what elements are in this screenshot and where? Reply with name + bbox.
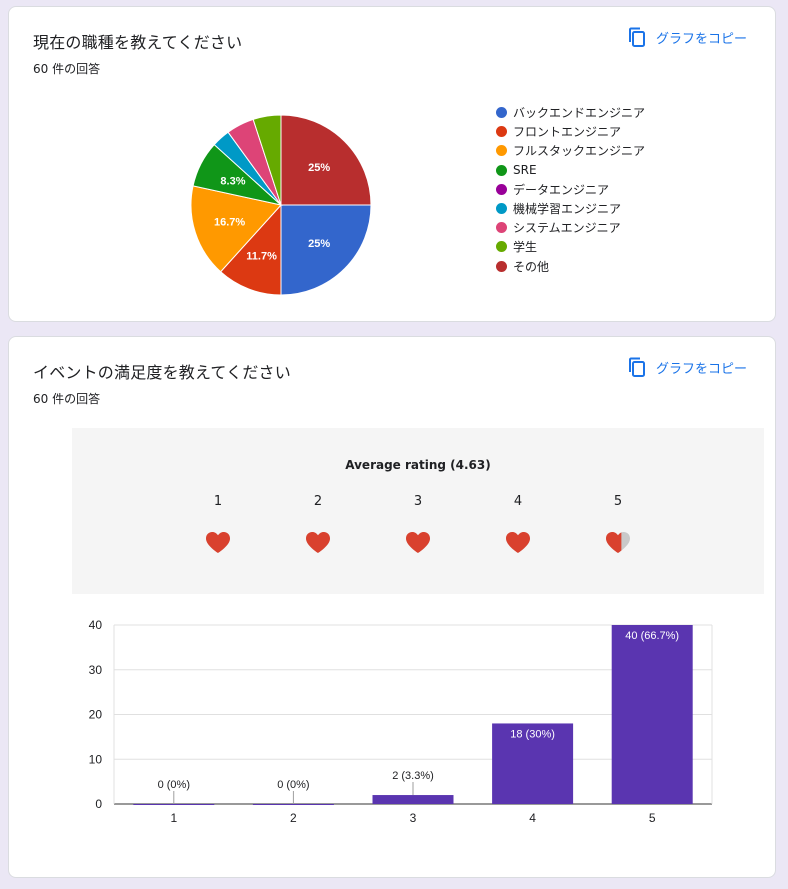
bar bbox=[372, 795, 454, 804]
rating-option: 3 bbox=[398, 494, 438, 555]
legend-item: データエンジニア bbox=[496, 180, 645, 199]
x-tick-label: 5 bbox=[649, 811, 656, 825]
legend-item: その他 bbox=[496, 257, 645, 276]
pie-data-label: 8.3% bbox=[220, 175, 245, 187]
bar-data-label: 0 (0%) bbox=[277, 779, 309, 791]
legend-swatch bbox=[496, 107, 507, 119]
rating-number: 4 bbox=[513, 494, 523, 509]
y-tick-label: 0 bbox=[95, 797, 102, 811]
legend-swatch bbox=[496, 222, 507, 234]
pie-slice bbox=[280, 114, 372, 206]
heart-icon bbox=[206, 532, 230, 553]
copy-chart-label: グラフをコピー bbox=[655, 31, 747, 47]
legend-label: システムエンジニア bbox=[513, 221, 621, 236]
bar-data-label: 18 (30%) bbox=[510, 728, 555, 740]
pie-data-label: 16.7% bbox=[214, 217, 245, 229]
heart-icon bbox=[406, 532, 430, 553]
response-count: 60 件の回答 bbox=[33, 62, 101, 76]
legend-swatch bbox=[496, 260, 507, 272]
copy-icon bbox=[628, 27, 646, 47]
y-tick-label: 10 bbox=[89, 752, 103, 766]
bar-chart: 0 10 20 30 40 1 0 (0%) 2 0 (0%) 3 2 (3.3%) 4 18 (30%… bbox=[89, 618, 713, 825]
copy-chart-label: グラフをコピー bbox=[655, 361, 747, 377]
legend-swatch bbox=[496, 145, 507, 157]
question-card-job: 現在の職種を教えてください 60 件の回答 グラフをコピー 25% 11.7% 16… bbox=[8, 6, 776, 322]
pie-slice bbox=[280, 204, 372, 296]
legend-label: フロントエンジニア bbox=[513, 125, 622, 140]
bar bbox=[133, 804, 215, 805]
legend-item: システムエンジニア bbox=[496, 218, 645, 237]
rating-option: 1 bbox=[198, 494, 238, 555]
average-rating-label: Average rating (4.63) bbox=[345, 458, 491, 472]
pie-data-label: 25% bbox=[308, 238, 330, 250]
question-card-satisfaction: イベントの満足度を教えてください 60 件の回答 グラフをコピー Average… bbox=[8, 336, 776, 878]
legend-item: バックエンドエンジニア bbox=[496, 103, 645, 122]
bar-data-label: 40 (66.7%) bbox=[625, 630, 679, 642]
bar bbox=[611, 625, 693, 804]
x-tick-label: 2 bbox=[290, 811, 297, 825]
bar-data-label: 0 (0%) bbox=[158, 779, 190, 791]
heart-icon bbox=[606, 532, 630, 553]
legend-swatch bbox=[496, 183, 507, 195]
y-tick-label: 30 bbox=[89, 663, 103, 677]
legend-item: 機械学習エンジニア bbox=[496, 199, 645, 218]
pie-slice bbox=[219, 203, 282, 296]
legend-label: フルスタックエンジニア bbox=[513, 144, 646, 159]
x-tick-label: 3 bbox=[410, 811, 417, 825]
bar bbox=[252, 804, 334, 805]
x-tick-label: 4 bbox=[529, 811, 536, 825]
legend-label: SRE bbox=[513, 163, 537, 178]
pie-data-label: 11.7% bbox=[246, 250, 277, 262]
legend-item: フロントエンジニア bbox=[496, 122, 645, 141]
legend-swatch bbox=[496, 203, 507, 215]
pie-data-label: 25% bbox=[308, 162, 330, 174]
pie-chart: 25% 11.7% 16.7% 8.3% 25% bbox=[190, 114, 372, 296]
rating-number: 3 bbox=[413, 494, 423, 509]
legend-label: バックエンドエンジニア bbox=[513, 106, 646, 121]
y-tick-label: 20 bbox=[89, 708, 103, 722]
copy-chart-button[interactable]: グラフをコピー bbox=[628, 357, 747, 377]
legend-swatch bbox=[496, 126, 507, 138]
rating-number: 2 bbox=[313, 494, 323, 509]
response-count: 60 件の回答 bbox=[33, 392, 101, 406]
bar bbox=[492, 723, 574, 804]
heart-icon bbox=[306, 532, 330, 553]
rating-option: 4 bbox=[498, 494, 538, 555]
copy-chart-button[interactable]: グラフをコピー bbox=[628, 27, 747, 47]
legend-item: 学生 bbox=[496, 237, 645, 256]
legend-swatch bbox=[496, 241, 507, 253]
question-title: 現在の職種を教えてください bbox=[33, 33, 243, 52]
legend-label: 学生 bbox=[513, 240, 538, 255]
rating-number: 5 bbox=[613, 494, 623, 509]
rating-number: 1 bbox=[213, 494, 223, 509]
legend-swatch bbox=[496, 164, 507, 176]
heart-icon bbox=[506, 532, 530, 553]
bar-data-label: 2 (3.3%) bbox=[392, 770, 434, 782]
x-tick-label: 1 bbox=[170, 811, 177, 825]
rating-option: 5 bbox=[598, 494, 638, 555]
legend-item: フルスタックエンジニア bbox=[496, 141, 645, 160]
legend-label: その他 bbox=[513, 259, 550, 274]
pie-slice bbox=[190, 185, 282, 273]
question-title: イベントの満足度を教えてください bbox=[33, 363, 291, 382]
pie-legend: バックエンドエンジニア フロントエンジニアフルスタックエンジニア SRE データエンジ… bbox=[496, 103, 645, 276]
average-rating-panel: Average rating (4.63) 1 2 3 4 5 bbox=[72, 428, 764, 594]
copy-icon bbox=[628, 357, 646, 377]
legend-label: 機械学習エンジニア bbox=[513, 202, 622, 217]
y-tick-label: 40 bbox=[89, 618, 103, 632]
legend-item: SRE bbox=[496, 161, 645, 180]
rating-option: 2 bbox=[298, 494, 338, 555]
legend-label: データエンジニア bbox=[513, 182, 610, 197]
